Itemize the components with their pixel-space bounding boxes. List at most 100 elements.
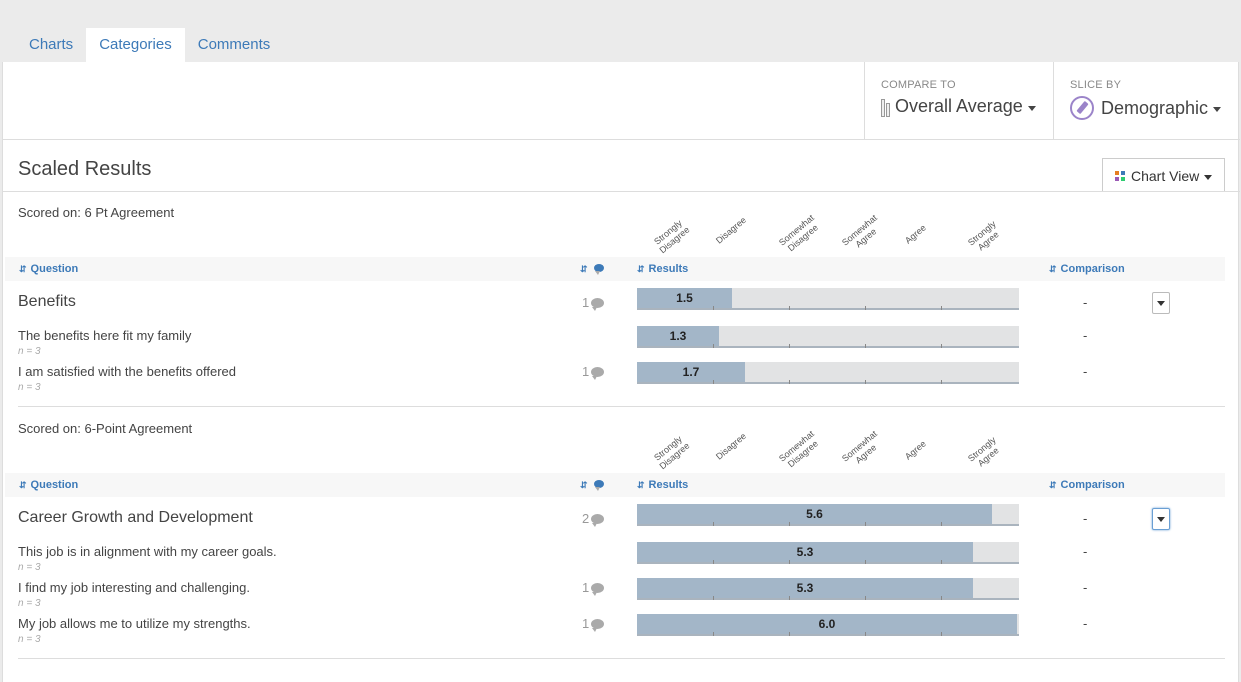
comparison-value: - [1083,616,1088,631]
comparison-value: - [1083,580,1088,595]
sort-icon: ⇵ [637,480,645,490]
content-panel: COMPARE TO Overall Average SLICE BY Demo… [2,62,1240,682]
comment-count-number: 1 [582,580,590,595]
question-header-label: Question [30,479,79,491]
comment-bubble-icon [591,297,605,311]
pen-icon [1070,96,1094,120]
scale-labels: Strongly Disagree Disagree Somewhat Disagr… [643,416,1023,476]
sort-comparison-header[interactable]: ⇵ Comparison [1049,479,1125,491]
scale-tick [789,306,790,310]
tab-comments[interactable]: Comments [197,36,271,53]
category-row: Career Growth and Development 2 5.6 - [3,504,1240,536]
sort-comments-header[interactable]: ⇵ [580,479,604,491]
result-bar: 5.3 [637,542,1019,564]
section-title: Scaled Results [18,158,152,180]
chevron-down-icon [1204,174,1213,180]
scale-label: Strongly Disagree [652,217,692,256]
comment-count[interactable]: 1 [582,295,605,311]
question-row: The benefits here fit my family n = 3 1.3 - [3,326,1240,360]
comparison-value: - [1083,511,1088,526]
sort-icon: ⇵ [580,480,588,490]
sort-comments-header[interactable]: ⇵ [580,263,604,275]
chart-view-button[interactable]: Chart View [1102,158,1225,192]
group-divider [18,406,1225,407]
comments-icon [593,480,604,491]
comment-count-number: 1 [582,295,590,310]
question-text: I am satisfied with the benefits offered [18,364,236,379]
scale-label: Somewhat Agree [840,428,880,466]
comparison-value: - [1083,295,1088,310]
comparison-value: - [1083,544,1088,559]
sort-results-header[interactable]: ⇵ Results [637,263,688,275]
scale-tick [713,596,714,600]
category-options-button[interactable] [1152,292,1170,314]
compare-to-value: Overall Average [895,96,1023,116]
slice-by-label: SLICE BY [1070,79,1122,91]
question-text: I find my job interesting and challengin… [18,580,250,595]
compare-to-label: COMPARE TO [881,79,956,91]
sort-icon: ⇵ [1049,264,1057,274]
scale-label: Disagree [714,214,749,246]
sort-results-header[interactable]: ⇵ Results [637,479,688,491]
scale-tick [865,632,866,636]
scale-tick [789,596,790,600]
question-row: My job allows me to utilize my strengths… [3,614,1240,648]
sort-comparison-header[interactable]: ⇵ Comparison [1049,263,1125,275]
comparison-header-label: Comparison [1060,263,1125,275]
question-text: My job allows me to utilize my strengths… [18,616,251,631]
scored-on-label: Scored on: 6 Pt Agreement [18,205,175,220]
sort-icon: ⇵ [19,480,27,490]
table-header: ⇵ Question ⇵ ⇵ Results ⇵ Comparison [5,257,1225,281]
toolbar: COMPARE TO Overall Average SLICE BY Demo… [3,62,1240,140]
scale-label: Somewhat Disagree [777,428,820,470]
category-options-button[interactable] [1152,508,1170,530]
comment-count[interactable]: 1 [582,364,605,380]
scale-label: Agree [903,438,928,462]
comparison-value: - [1083,328,1088,343]
comment-count[interactable]: 2 [582,511,605,527]
chevron-down-icon [1157,300,1165,306]
tab-bar: Charts Categories Comments [16,28,283,62]
section-divider [3,191,1240,192]
tab-categories[interactable]: Categories [86,28,185,62]
comparison-header-label: Comparison [1060,479,1125,491]
respondent-count: n = 3 [18,562,41,573]
scale-tick [865,306,866,310]
respondent-count: n = 3 [18,346,41,357]
comment-count[interactable]: 1 [582,616,605,632]
scale-tick [713,632,714,636]
result-value: 5.3 [796,581,814,595]
comment-count-number: 2 [582,511,590,526]
chevron-down-icon [1157,516,1165,522]
comment-count-number: 1 [582,364,590,379]
grid-icon [1115,170,1125,181]
comment-count[interactable]: 1 [582,580,605,596]
question-group: Scored on: 6-Point Agreement Strongly Dis… [3,416,1240,676]
scale-label: Agree [903,222,928,246]
comment-bubble-icon [591,366,605,380]
result-value: 1.7 [682,365,700,379]
result-value: 6.0 [818,617,836,631]
scored-on-label: Scored on: 6-Point Agreement [18,421,193,436]
comment-bubble-icon [591,582,605,596]
sort-question-header[interactable]: ⇵ Question [19,263,78,275]
sort-icon: ⇵ [637,264,645,274]
scale-tick [713,306,714,310]
slice-by-dropdown[interactable]: Demographic [1070,96,1222,120]
tab-charts[interactable]: Charts [29,36,74,53]
sort-question-header[interactable]: ⇵ Question [19,479,78,491]
result-value: 1.5 [676,291,693,305]
scale-tick [941,596,942,600]
chevron-down-icon [1027,105,1036,111]
comparison-value: - [1083,364,1088,379]
compare-to-dropdown[interactable]: Overall Average [881,96,1036,117]
scale-tick [789,632,790,636]
comment-count-number: 1 [582,616,590,631]
table-header: ⇵ Question ⇵ ⇵ Results ⇵ Comparison [5,473,1225,497]
scale-tick [865,596,866,600]
question-group: Scored on: 6 Pt Agreement Strongly Disagr… [3,200,1240,410]
scale-tick [789,344,790,348]
result-value: 1.3 [669,329,687,343]
group-divider [18,658,1225,659]
compare-to-control: COMPARE TO Overall Average [864,62,1054,140]
